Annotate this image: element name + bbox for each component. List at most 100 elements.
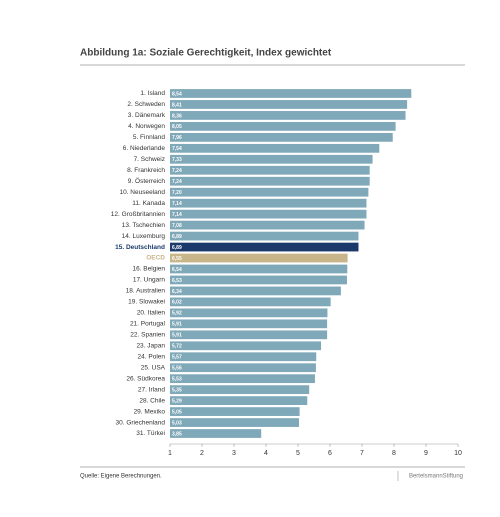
- bar: [170, 100, 408, 109]
- value-label: 7,24: [172, 179, 182, 185]
- bar: [170, 341, 322, 351]
- brand: BertelsmannStiftung: [409, 474, 463, 480]
- y-tick-label: 3. Dänemark: [128, 112, 166, 119]
- value-label: 5,03: [172, 420, 182, 426]
- value-label: 6,53: [172, 278, 182, 284]
- bar: [170, 275, 347, 285]
- y-tick-label: 2. Schweden: [127, 101, 165, 108]
- y-tick-label: 16. Belgien: [132, 266, 165, 273]
- y-tick-label: 14. Luxemburg: [122, 233, 166, 240]
- value-label: 7,20: [172, 190, 182, 196]
- value-label: 5,53: [172, 377, 182, 383]
- value-label: 6,89: [172, 245, 182, 251]
- x-tick-label: 1: [168, 450, 172, 457]
- bar: [170, 231, 359, 241]
- y-tick-label: 29. Mexiko: [134, 408, 166, 415]
- y-tick-label: 11. Kanada: [132, 200, 165, 207]
- y-tick-label: 20. Italien: [137, 310, 166, 317]
- value-label: 5,35: [172, 387, 182, 393]
- value-label: 6,34: [172, 289, 182, 295]
- value-label: 7,24: [172, 168, 182, 174]
- value-label: 5,56: [172, 366, 182, 372]
- x-tick-label: 7: [360, 450, 364, 457]
- y-tick-label: 25. USA: [141, 364, 166, 371]
- bar: [170, 187, 369, 197]
- value-label: 3,85: [172, 431, 182, 437]
- y-tick-label: 26. Südkorea: [126, 375, 165, 382]
- bar: [170, 198, 367, 208]
- value-label: 7,14: [172, 212, 182, 218]
- x-tick-label: 3: [232, 450, 236, 457]
- bar: [170, 111, 406, 120]
- value-label: 8,36: [172, 113, 182, 119]
- y-tick-label: 13. Tschechien: [122, 222, 166, 229]
- y-tick-label: 23. Japan: [136, 342, 165, 349]
- bar: [170, 429, 262, 438]
- bar: [170, 209, 367, 219]
- y-tick-label: 22. Spanien: [130, 332, 165, 339]
- y-tick-label: 10. Neuseeland: [119, 189, 165, 196]
- x-tick-label: 6: [328, 450, 332, 457]
- bar: [170, 154, 373, 164]
- y-tick-label: 18. Australien: [126, 288, 166, 295]
- value-label: 6,02: [172, 300, 182, 306]
- bar: [170, 319, 328, 329]
- value-label: 5,92: [172, 311, 182, 317]
- y-tick-label: 17. Ungarn: [133, 277, 166, 284]
- value-label: 5,72: [172, 344, 182, 350]
- y-tick-label: 27. Irland: [138, 386, 165, 393]
- value-label: 7,96: [172, 135, 182, 141]
- x-tick-label: 10: [454, 450, 462, 457]
- value-label: 5,05: [172, 409, 182, 415]
- y-tick-label: 15. Deutschland: [115, 244, 165, 251]
- x-tick-label: 5: [296, 450, 300, 457]
- value-label: 7,14: [172, 201, 182, 207]
- y-tick-label: 28. Chile: [139, 397, 165, 404]
- y-tick-label: 9. Österreich: [128, 177, 166, 185]
- bar: [170, 286, 341, 296]
- x-tick-label: 2: [200, 450, 204, 457]
- bar: [170, 143, 380, 153]
- y-tick-label: 5. Finnland: [133, 134, 166, 141]
- bar: [170, 264, 348, 274]
- bar: [170, 165, 370, 175]
- value-label: 7,33: [172, 157, 182, 163]
- bar: [170, 253, 348, 263]
- x-tick-label: 8: [392, 450, 396, 457]
- y-tick-label: 30. Griechenland: [115, 419, 165, 426]
- value-label: 5,91: [172, 322, 182, 328]
- bar: [170, 132, 393, 142]
- bar: [170, 385, 310, 395]
- value-label: 8,54: [172, 91, 182, 97]
- value-label: 8,41: [172, 102, 182, 108]
- value-label: 5,57: [172, 355, 182, 361]
- x-tick-label: 4: [264, 450, 268, 457]
- bar: [170, 330, 328, 340]
- value-label: 8,05: [172, 124, 182, 130]
- bar: [170, 418, 299, 427]
- value-label: 7,54: [172, 146, 182, 152]
- y-tick-label: 24. Polen: [138, 353, 166, 360]
- bar: [170, 363, 316, 373]
- bar: [170, 308, 328, 318]
- value-label: 6,89: [172, 234, 182, 240]
- chart-title: Abbildung 1a: Soziale Gerechtigkeit, Ind…: [80, 48, 332, 59]
- value-label: 6,55: [172, 256, 182, 262]
- y-tick-label: 21. Portugal: [130, 321, 166, 328]
- bar: [170, 176, 370, 186]
- bar: [170, 122, 396, 131]
- bar: [170, 242, 359, 252]
- bar: [170, 89, 412, 98]
- bar: [170, 374, 315, 384]
- bar: [170, 297, 331, 307]
- y-tick-label: 4. Norwegen: [128, 123, 165, 130]
- y-tick-label: 31. Türkei: [136, 430, 165, 437]
- value-label: 7,08: [172, 223, 182, 229]
- source-note: Quelle: Eigene Berechnungen.: [80, 474, 162, 480]
- bar: [170, 407, 300, 416]
- bar: [170, 396, 308, 405]
- y-tick-label: 19. Slowakei: [128, 299, 165, 306]
- y-tick-label: 6. Niederlande: [123, 145, 166, 152]
- y-tick-label: OECD: [146, 255, 165, 262]
